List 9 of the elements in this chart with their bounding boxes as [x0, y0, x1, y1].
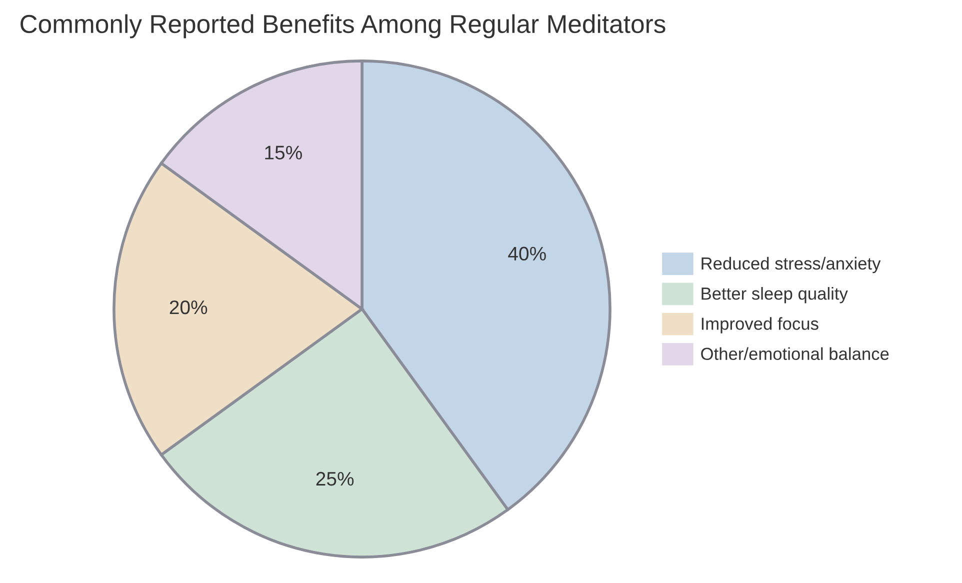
data-label: 20%: [170, 300, 208, 314]
legend-label: Reduced stress/anxiety: [702, 256, 881, 274]
legend-label: Improved focus: [702, 317, 818, 334]
data-label: 25%: [316, 472, 354, 486]
data-label: 15%: [265, 146, 302, 160]
legend-label: Other/emotional balance: [701, 347, 889, 360]
legend-label: Better sleep quality: [702, 287, 848, 304]
data-label: 40%: [508, 246, 546, 261]
chart-title: Commonly Reported Benefits Among Regular Meditators: [20, 14, 666, 38]
